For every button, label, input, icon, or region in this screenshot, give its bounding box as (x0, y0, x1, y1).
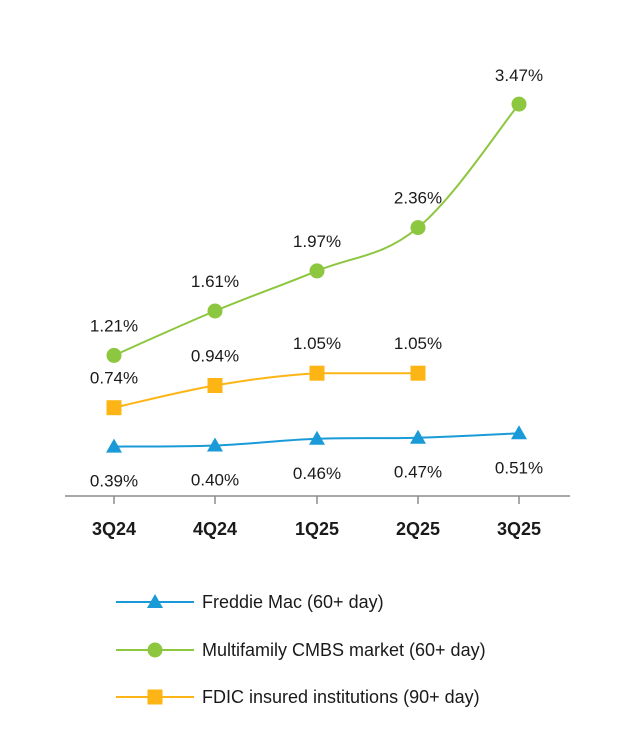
data-label-cmbs: 3.47% (495, 66, 543, 85)
data-label-fdic: 0.74% (90, 369, 138, 388)
legend: Freddie Mac (60+ day) Multifamily CMBS ma… (116, 592, 486, 707)
x-axis-ticks: 3Q24 4Q24 1Q25 2Q25 3Q25 (92, 496, 541, 539)
series-line-cmbs (113, 103, 520, 357)
data-label-freddie: 0.40% (191, 471, 239, 490)
x-tick-label: 2Q25 (396, 519, 440, 539)
data-label-fdic: 1.05% (394, 334, 442, 353)
x-tick-label: 1Q25 (295, 519, 339, 539)
legend-label-freddie: Freddie Mac (60+ day) (202, 592, 384, 612)
data-label-cmbs: 1.21% (90, 316, 138, 335)
data-label-fdic: 1.05% (293, 334, 341, 353)
data-point-cmbs (106, 347, 122, 363)
data-point-cmbs (410, 220, 426, 236)
data-point-fdic (309, 365, 325, 381)
legend-label-fdic: FDIC insured institutions (90+ day) (202, 687, 480, 707)
series-line-fdic (113, 372, 418, 409)
data-label-freddie: 0.46% (293, 464, 341, 483)
x-tick-label: 4Q24 (193, 519, 237, 539)
data-label-cmbs: 1.97% (293, 232, 341, 251)
x-tick-label: 3Q24 (92, 519, 136, 539)
legend-label-cmbs: Multifamily CMBS market (60+ day) (202, 640, 486, 660)
data-point-fdic (410, 365, 426, 381)
legend-marker-freddie (147, 594, 163, 608)
data-labels: 0.39% 0.40% 0.46% 0.47% 0.51% 1.21% 1.61% 1.97%… (90, 66, 543, 491)
data-label-freddie: 0.39% (90, 472, 138, 491)
data-point-cmbs (309, 263, 325, 279)
data-point-freddie (410, 429, 426, 444)
x-tick-label: 3Q25 (497, 519, 541, 539)
data-point-freddie (106, 438, 122, 453)
data-point-cmbs (511, 96, 527, 112)
data-point-cmbs (207, 303, 223, 319)
data-label-cmbs: 1.61% (191, 272, 239, 291)
data-point-fdic (207, 378, 223, 393)
data-point-freddie (511, 425, 527, 440)
data-label-freddie: 0.51% (495, 458, 543, 477)
series-markers (106, 96, 527, 453)
data-label-freddie: 0.47% (394, 463, 442, 482)
legend-marker-cmbs (147, 642, 163, 658)
data-point-fdic (106, 400, 122, 416)
data-point-freddie (309, 430, 325, 445)
data-label-fdic: 0.94% (191, 347, 239, 366)
legend-marker-fdic (147, 689, 163, 705)
data-point-freddie (207, 437, 223, 452)
data-label-cmbs: 2.36% (394, 189, 442, 208)
